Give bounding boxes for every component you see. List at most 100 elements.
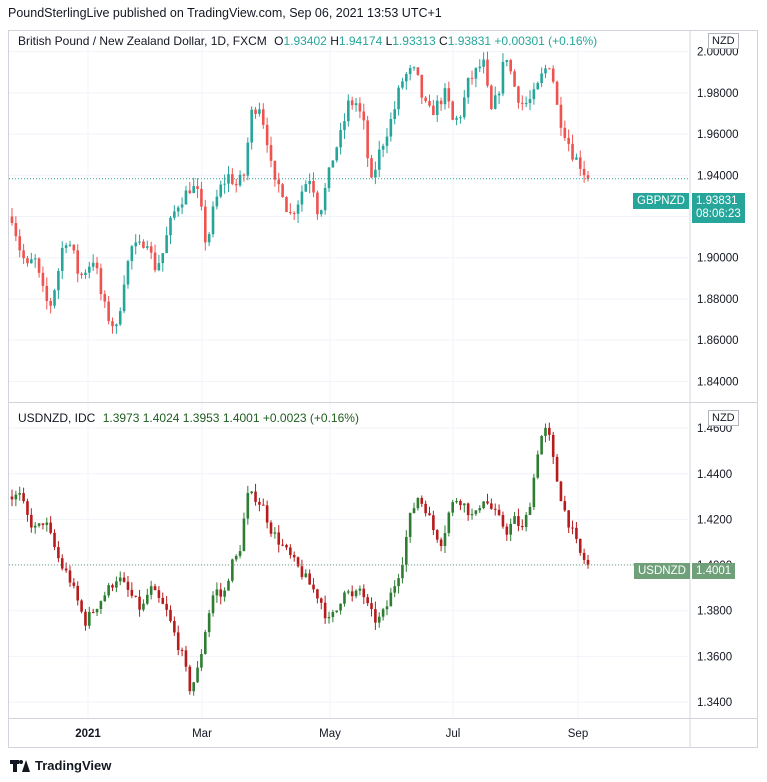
top-candle-body	[130, 246, 134, 262]
bottom-candle-body	[72, 582, 76, 586]
top-currency-button[interactable]: NZD	[708, 33, 739, 49]
bottom-candle-body	[95, 609, 99, 613]
top-candle-body	[466, 77, 470, 98]
top-candle-body	[165, 235, 168, 254]
bottom-candle-body	[258, 501, 261, 505]
bottom-candle-body	[509, 523, 512, 535]
top-candle-body	[18, 236, 22, 251]
top-candle-body	[459, 117, 462, 119]
top-candle-body	[493, 95, 497, 109]
top-legend-h-label: H	[330, 34, 339, 48]
top-candle-body	[10, 216, 14, 223]
bottom-currency-button[interactable]: NZD	[708, 410, 739, 426]
bottom-candle-body	[231, 559, 234, 581]
top-candle-body	[424, 97, 427, 102]
bottom-candle-body	[196, 667, 199, 683]
top-candle-body	[285, 196, 288, 213]
top-candle-body	[146, 246, 149, 248]
bottom-candle-body	[466, 503, 470, 516]
bottom-candle-body	[567, 510, 570, 528]
bottom-candle-body	[370, 603, 373, 610]
top-legend-l-label: L	[385, 34, 393, 48]
x-tick-label: 2021	[75, 728, 101, 740]
top-candle-body	[567, 137, 570, 144]
bottom-candle-body	[548, 427, 551, 435]
top-candle-body	[304, 184, 308, 192]
bottom-candle-body	[385, 606, 389, 610]
bottom-candle-body	[88, 611, 91, 626]
bottom-candle-body	[362, 588, 366, 598]
bottom-candle-body	[37, 523, 41, 526]
bottom-candle-body	[451, 502, 454, 513]
top-candle-body	[173, 211, 176, 218]
bottom-candle-body	[242, 518, 246, 552]
top-candle-body	[238, 174, 242, 186]
top-candle-body	[258, 109, 261, 114]
bottom-candle-body	[10, 496, 14, 500]
bottom-candle-body	[265, 505, 269, 523]
bottom-legend-high: 1.4024	[142, 411, 180, 425]
top-candle-body	[30, 259, 33, 264]
bottom-candle-body	[215, 589, 219, 596]
top-candle-body	[343, 121, 346, 131]
y-tick-label: 1.88000	[697, 294, 739, 306]
bottom-candle-body	[316, 589, 319, 599]
bottom-candle-body	[350, 591, 354, 597]
top-bar-countdown: 08:06:23	[696, 208, 741, 220]
bottom-candle-body	[374, 609, 377, 623]
top-candle-body	[563, 127, 567, 138]
top-candle-body	[509, 60, 512, 72]
top-candle-body	[188, 190, 192, 193]
tradingview-logo[interactable]: TradingView	[10, 758, 111, 773]
bottom-candle-body	[420, 497, 424, 504]
y-tick-label: 1.84000	[697, 376, 739, 388]
bottom-candle-body	[493, 508, 497, 510]
top-candle-body	[520, 102, 524, 104]
top-candle-body	[540, 73, 543, 84]
top-candle-body	[68, 244, 72, 246]
top-candle-body	[420, 74, 424, 98]
bottom-candle-body	[478, 508, 482, 511]
top-candle-body	[497, 93, 501, 96]
top-candle-body	[176, 207, 180, 212]
bottom-candle-body	[354, 590, 358, 597]
top-candle-body	[524, 102, 528, 104]
bottom-candle-body	[474, 510, 478, 515]
top-candle-body	[319, 210, 323, 215]
top-candle-body	[551, 68, 555, 82]
bottom-candle-body	[435, 530, 439, 540]
bottom-candle-body	[103, 595, 107, 602]
bottom-candle-body	[246, 493, 250, 519]
top-candle-body	[532, 89, 536, 100]
bottom-candle-body	[327, 616, 331, 619]
bottom-candle-body	[188, 666, 192, 692]
top-candle-body	[478, 66, 482, 69]
x-tick-label: Mar	[192, 728, 212, 740]
bottom-candle-body	[149, 586, 153, 595]
x-tick-label: May	[319, 728, 341, 740]
bottom-candle-body	[281, 544, 284, 546]
bottom-candle-body	[551, 434, 555, 457]
bottom-candle-body	[76, 585, 80, 601]
bottom-candle-body	[18, 493, 22, 495]
top-candle-body	[323, 188, 327, 211]
top-candle-body	[126, 261, 130, 285]
top-candle-body	[122, 284, 126, 312]
bottom-candle-body	[490, 503, 493, 509]
top-candle-body	[443, 88, 447, 105]
bottom-candle-body	[161, 597, 165, 604]
top-candle-body	[435, 100, 439, 116]
x-tick-label: Sep	[568, 728, 588, 740]
chart-frame[interactable]	[8, 30, 758, 748]
top-candle-body	[289, 212, 292, 214]
bottom-candle-body	[377, 616, 381, 623]
bottom-candle-body	[555, 456, 559, 482]
bottom-candle-body	[273, 532, 277, 534]
top-candle-body	[169, 217, 172, 236]
bottom-candle-body	[269, 522, 273, 534]
top-candle-body	[200, 188, 203, 207]
bottom-candle-body	[459, 500, 462, 506]
top-candle-body	[72, 244, 76, 251]
top-candle-body	[536, 83, 540, 90]
